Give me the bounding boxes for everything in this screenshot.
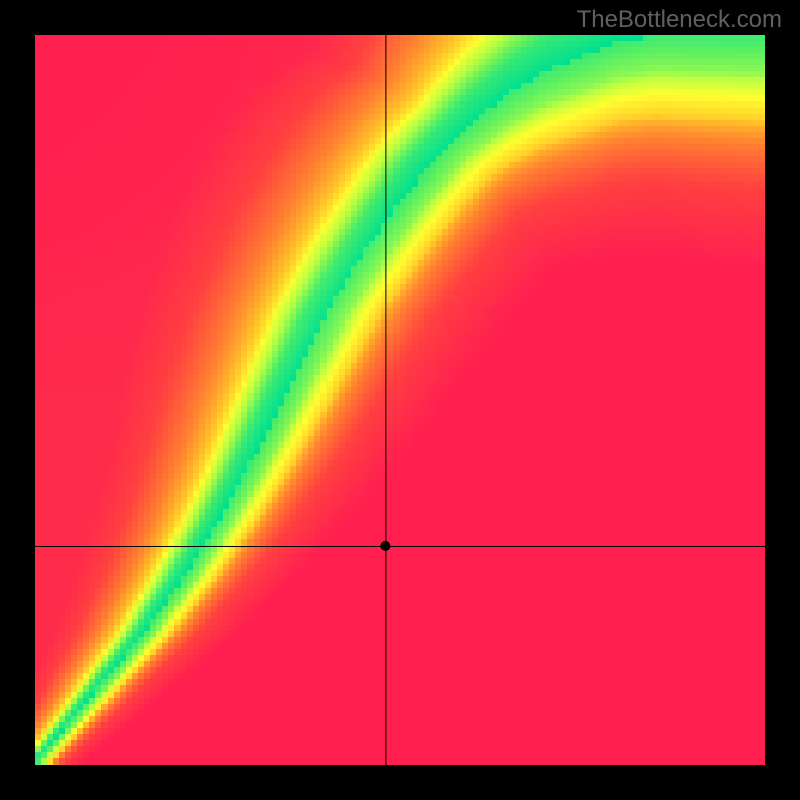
- chart-container: TheBottleneck.com: [0, 0, 800, 800]
- bottleneck-heatmap: [35, 35, 765, 765]
- watermark-text: TheBottleneck.com: [577, 6, 782, 34]
